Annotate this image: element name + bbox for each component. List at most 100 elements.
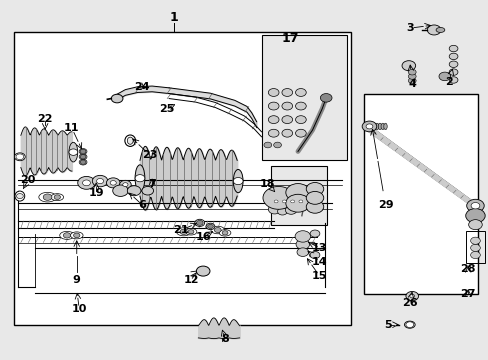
Circle shape [279, 198, 288, 205]
Circle shape [135, 175, 144, 182]
Ellipse shape [366, 123, 370, 130]
Circle shape [448, 77, 457, 83]
Ellipse shape [176, 228, 191, 236]
Circle shape [268, 204, 281, 214]
Bar [271, 166, 326, 225]
Ellipse shape [79, 149, 87, 154]
Circle shape [366, 124, 372, 129]
Text: 13: 13 [311, 243, 327, 253]
Circle shape [282, 102, 292, 110]
Circle shape [268, 129, 279, 137]
Text: 18: 18 [259, 179, 275, 189]
Text: 27: 27 [460, 289, 475, 299]
Text: 17: 17 [282, 32, 299, 45]
Circle shape [207, 224, 213, 229]
Circle shape [448, 69, 457, 75]
Text: 20: 20 [20, 175, 36, 185]
Text: 24: 24 [134, 82, 150, 92]
Circle shape [110, 181, 116, 185]
Ellipse shape [15, 153, 25, 161]
Circle shape [298, 200, 302, 203]
Ellipse shape [364, 123, 367, 130]
Circle shape [142, 186, 153, 195]
Circle shape [295, 89, 305, 96]
Circle shape [469, 244, 479, 251]
Circle shape [309, 251, 319, 258]
Text: 12: 12 [183, 275, 198, 285]
Circle shape [97, 179, 103, 184]
Circle shape [405, 322, 413, 328]
Ellipse shape [380, 123, 384, 130]
Ellipse shape [210, 226, 224, 234]
Text: 3: 3 [405, 23, 413, 33]
Circle shape [180, 229, 187, 234]
Text: 10: 10 [71, 303, 87, 314]
Circle shape [294, 231, 310, 242]
Circle shape [111, 94, 122, 103]
Circle shape [407, 69, 415, 75]
Ellipse shape [185, 229, 197, 235]
Circle shape [282, 116, 292, 123]
Ellipse shape [219, 230, 230, 236]
Circle shape [63, 233, 71, 238]
Circle shape [285, 206, 296, 214]
Text: 22: 22 [37, 114, 53, 124]
Circle shape [119, 180, 131, 189]
Circle shape [295, 129, 305, 137]
Circle shape [282, 89, 292, 96]
Circle shape [273, 142, 281, 148]
Circle shape [282, 129, 292, 137]
Bar [363, 94, 477, 294]
Text: 26: 26 [401, 298, 417, 308]
Circle shape [409, 294, 414, 298]
Circle shape [282, 200, 286, 203]
Circle shape [405, 292, 418, 301]
Circle shape [268, 102, 279, 110]
Text: 5: 5 [384, 320, 391, 330]
Bar [14, 32, 351, 325]
Circle shape [407, 73, 415, 79]
Circle shape [470, 203, 479, 209]
Circle shape [113, 185, 128, 197]
Circle shape [305, 201, 323, 213]
Circle shape [80, 149, 86, 154]
Text: 7: 7 [148, 179, 156, 189]
Ellipse shape [233, 170, 243, 193]
Text: 28: 28 [460, 264, 475, 274]
Text: 23: 23 [142, 150, 157, 160]
Text: 14: 14 [311, 257, 327, 267]
Ellipse shape [404, 321, 414, 328]
Circle shape [469, 237, 479, 244]
Circle shape [469, 251, 479, 258]
Ellipse shape [378, 123, 381, 130]
Text: 29: 29 [377, 200, 392, 210]
Ellipse shape [124, 135, 135, 147]
Ellipse shape [383, 123, 386, 130]
Ellipse shape [15, 191, 25, 201]
Bar [261, 35, 346, 160]
Ellipse shape [375, 123, 378, 130]
Circle shape [106, 178, 120, 188]
Circle shape [290, 200, 294, 203]
Circle shape [448, 45, 457, 52]
Circle shape [295, 239, 309, 249]
Circle shape [188, 230, 194, 234]
Circle shape [305, 192, 323, 204]
Circle shape [196, 220, 203, 225]
Circle shape [17, 194, 23, 199]
Ellipse shape [369, 123, 372, 130]
Circle shape [295, 102, 305, 110]
Circle shape [287, 198, 297, 205]
Circle shape [295, 198, 305, 205]
Text: 8: 8 [221, 334, 228, 344]
Text: 19: 19 [88, 188, 104, 198]
Ellipse shape [205, 223, 214, 230]
Ellipse shape [60, 231, 74, 239]
Text: 21: 21 [173, 225, 189, 235]
Circle shape [222, 231, 227, 235]
Circle shape [92, 175, 108, 187]
Circle shape [268, 116, 279, 123]
Circle shape [80, 155, 86, 159]
Circle shape [285, 194, 309, 212]
Ellipse shape [39, 192, 56, 202]
